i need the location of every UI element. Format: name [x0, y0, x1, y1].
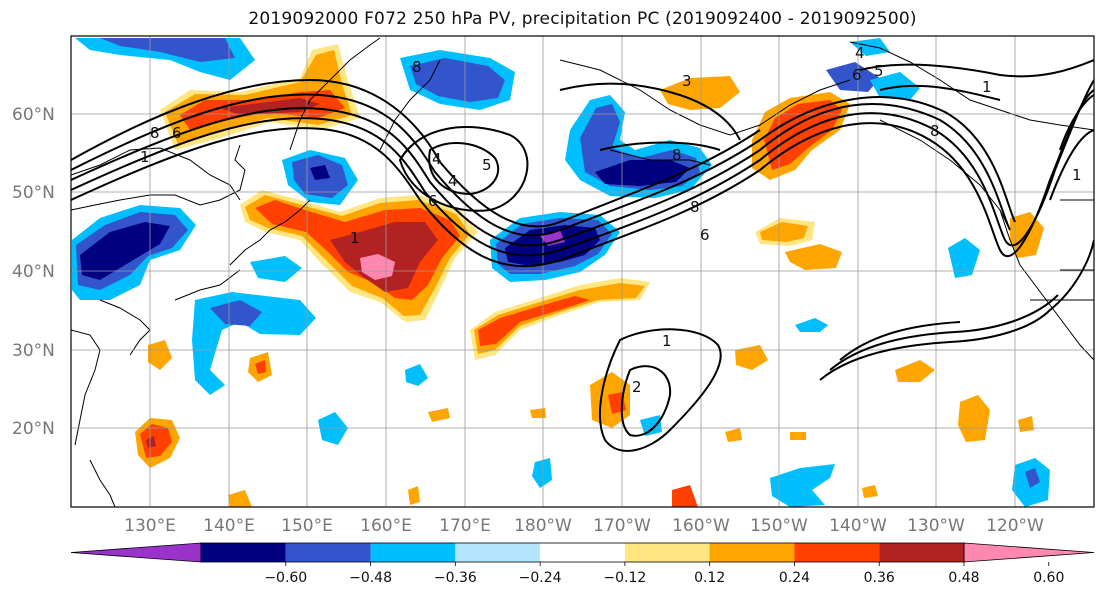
contour-label: 6 [428, 192, 438, 210]
lat-label: 30°N [12, 341, 55, 361]
lon-label: 140°E [203, 516, 255, 536]
colorbar-segment [540, 543, 625, 562]
lon-label: 150°E [281, 516, 333, 536]
colorbar-tick-label: −0.48 [349, 570, 392, 586]
lon-label: 170°W [593, 516, 651, 536]
contour-label: 6 [172, 124, 182, 142]
contour-label: 8 [412, 58, 422, 76]
contour-label: 1 [140, 148, 150, 166]
lon-label: 180°W [514, 516, 572, 536]
colorbar-tick-label: −0.12 [603, 570, 646, 586]
colorbar-tick-label: 0.60 [1033, 570, 1064, 586]
colorbar-segment [455, 543, 541, 562]
contour-label: 6 [700, 226, 710, 244]
contour-labels: 8 6 4 5 4 8 6 8 3 8 4 6 5 1 1 8 6 1 2 1 … [140, 44, 1082, 396]
lon-label: 130°W [907, 516, 965, 536]
colorbar-segment [201, 543, 286, 562]
map-frame [70, 35, 1095, 508]
contour-label: 1 [982, 78, 992, 96]
contour-label: 8 [150, 124, 160, 142]
lon-label: 160°E [360, 516, 412, 536]
lat-label: 50°N [12, 183, 55, 203]
colorbar-segment [285, 543, 371, 562]
map-title: 2019092000 F072 250 hPa PV, precipitatio… [248, 9, 917, 29]
lat-label: 20°N [12, 419, 55, 439]
latitude-labels: 60°N 50°N 40°N 30°N 20°N [12, 105, 55, 439]
contour-label: 4 [855, 44, 865, 62]
contour-label: 5 [482, 156, 492, 174]
colorbar-tick-label: 0.12 [694, 570, 725, 586]
map-content: 8 6 4 5 4 8 6 8 3 8 4 6 5 1 1 8 6 1 2 1 … [71, 36, 1094, 507]
colorbar-extend-high [963, 542, 1095, 563]
pv-contours [71, 59, 1094, 452]
colorbar-tick-label: −0.36 [434, 570, 477, 586]
colorbar: −0.60 −0.48 −0.36 −0.24 −0.12 0.12 0.24 0.36 0.4… [70, 542, 1095, 586]
lon-label: 160°W [672, 516, 730, 536]
contour-label: 4 [432, 150, 442, 168]
colorbar-tick-label: 0.36 [864, 570, 895, 586]
contour-label: 6 [852, 66, 862, 84]
lon-label: 140°W [829, 516, 887, 536]
lon-label: 120°W [986, 516, 1044, 536]
contour-label: 8 [690, 198, 700, 216]
contour-label: 1 [1072, 166, 1082, 184]
colorbar-segment [879, 543, 964, 562]
colorbar-tick-label: −0.60 [264, 570, 307, 586]
contour-label: 1 [662, 332, 672, 350]
contour-label: 8 [930, 122, 940, 140]
lat-label: 40°N [12, 262, 55, 282]
lon-label: 150°W [750, 516, 808, 536]
contour-label: 8 [672, 146, 682, 164]
colorbar-tick-label: 0.48 [948, 570, 979, 586]
colorbar-segment [709, 543, 795, 562]
contour-label: 3 [682, 72, 692, 90]
lon-label: 130°E [124, 516, 176, 536]
colorbar-extend-low [70, 542, 202, 563]
lat-label: 60°N [12, 105, 55, 125]
colorbar-frame [200, 542, 965, 563]
colorbar-segment [370, 543, 456, 562]
lon-label: 170°E [439, 516, 491, 536]
colorbar-segment [794, 543, 880, 562]
longitude-labels: 130°E 140°E 150°E 160°E 170°E 180°W 170°… [124, 516, 1044, 536]
colorbar-segment [624, 543, 710, 562]
colorbar-tick-label: −0.24 [519, 570, 562, 586]
colorbar-tick-label: 0.24 [779, 570, 810, 586]
contour-label: 4 [448, 172, 458, 190]
contour-label: 1 [350, 229, 360, 247]
contour-label: 2 [632, 378, 642, 396]
contour-label: 5 [874, 62, 884, 80]
